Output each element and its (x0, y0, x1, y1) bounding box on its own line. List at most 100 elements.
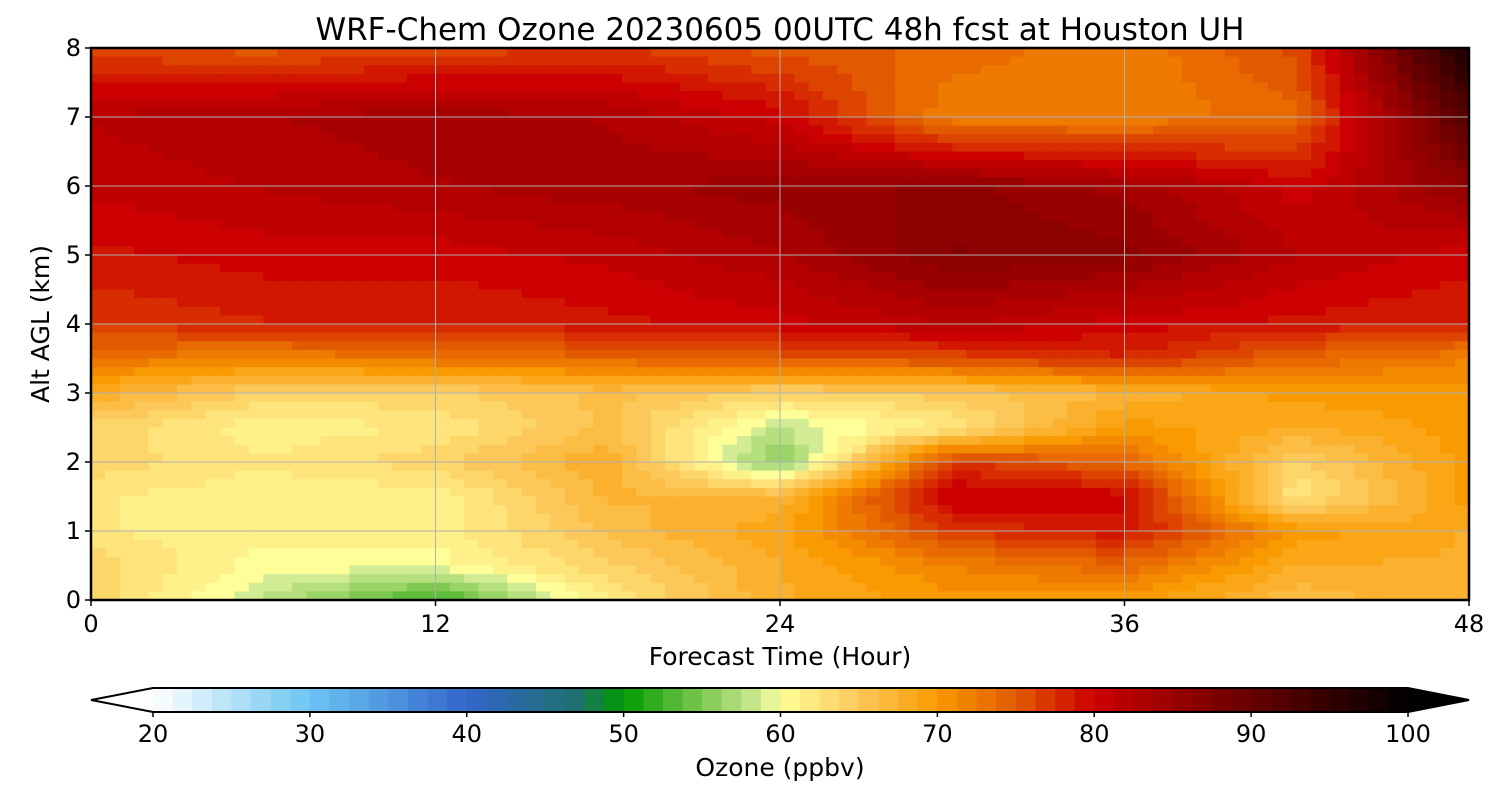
heatmap-cell (363, 142, 379, 153)
heatmap-cell (148, 298, 164, 308)
heatmap-cell (134, 306, 150, 316)
heatmap-cell (1425, 289, 1441, 299)
heatmap-cell (1110, 203, 1126, 213)
heatmap-cell (521, 211, 537, 222)
heatmap-cell (335, 427, 350, 437)
heatmap-cell (349, 324, 365, 334)
heatmap-cell (1138, 108, 1154, 118)
heatmap-cell (105, 444, 121, 454)
heatmap-cell (435, 125, 451, 135)
heatmap-cell (521, 401, 537, 411)
heatmap-cell (564, 194, 580, 204)
heatmap-cell (1339, 65, 1355, 75)
heatmap-cell (751, 134, 767, 144)
heatmap-cell (1038, 134, 1054, 144)
heatmap-cell (421, 462, 437, 472)
heatmap-cell (1024, 479, 1039, 489)
heatmap-cell (105, 427, 121, 437)
heatmap-cell (191, 160, 207, 170)
heatmap-cell (1397, 211, 1413, 222)
heatmap-cell (435, 91, 451, 101)
heatmap-cell (335, 479, 350, 489)
heatmap-cell (162, 418, 178, 429)
heatmap-cell (449, 315, 465, 325)
heatmap-cell (693, 211, 709, 222)
heatmap-cell (736, 229, 752, 239)
heatmap-cell (521, 436, 537, 446)
heatmap-cell (191, 246, 207, 256)
heatmap-cell (636, 418, 652, 429)
heatmap-cell (679, 453, 695, 463)
heatmap-cell (765, 315, 781, 325)
heatmap-cell (392, 73, 408, 84)
heatmap-cell (1268, 393, 1283, 403)
heatmap-cell (995, 418, 1011, 429)
heatmap-cell (808, 56, 824, 66)
heatmap-cell (277, 56, 293, 66)
heatmap-cell (995, 298, 1011, 308)
heatmap-cell (866, 99, 882, 109)
heatmap-cell (162, 479, 178, 489)
heatmap-cell (449, 125, 465, 135)
heatmap-cell (564, 427, 580, 437)
heatmap-cell (1268, 289, 1283, 299)
heatmap-cell (579, 315, 594, 325)
heatmap-cell (263, 487, 279, 498)
heatmap-cell (564, 186, 580, 196)
heatmap-cell (1425, 134, 1441, 144)
heatmap-cell (765, 462, 781, 472)
heatmap-cell (1440, 220, 1456, 230)
heatmap-cell (234, 487, 250, 498)
heatmap-cell (579, 393, 594, 403)
heatmap-cell (406, 289, 422, 299)
heatmap-cell (220, 393, 236, 403)
heatmap-cell (1138, 168, 1154, 178)
heatmap-cell (191, 168, 207, 178)
heatmap-cell (722, 393, 738, 403)
heatmap-cell (134, 444, 150, 454)
heatmap-cell (1052, 229, 1068, 239)
heatmap-cell (980, 401, 996, 411)
heatmap-cell (363, 272, 379, 282)
heatmap-cell (1397, 220, 1413, 230)
heatmap-cell (277, 324, 293, 334)
heatmap-cell (248, 177, 264, 187)
heatmap-cell (306, 125, 322, 135)
heatmap-cell (909, 91, 925, 101)
heatmap-cell (679, 237, 695, 247)
heatmap-cell (794, 306, 810, 316)
heatmap-cell (521, 272, 537, 282)
heatmap-cell (607, 151, 623, 161)
heatmap-cell (980, 427, 996, 437)
heatmap-cell (650, 263, 666, 273)
heatmap-cell (722, 487, 738, 498)
heatmap-cell (837, 65, 853, 75)
heatmap-cell (91, 91, 106, 101)
heatmap-cell (119, 237, 135, 247)
heatmap-cell (780, 237, 795, 247)
heatmap-cell (91, 272, 106, 282)
heatmap-cell (320, 160, 336, 170)
heatmap-cell (1210, 315, 1226, 325)
heatmap-cell (464, 194, 480, 204)
heatmap-cell (995, 349, 1011, 360)
heatmap-cell (449, 453, 465, 463)
heatmap-cell (378, 444, 394, 454)
heatmap-cell (291, 160, 307, 170)
heatmap-cell (736, 418, 752, 429)
heatmap-cell (593, 255, 609, 265)
heatmap-cell (291, 315, 307, 325)
heatmap-cell (866, 289, 882, 299)
heatmap-cell (909, 349, 925, 360)
heatmap-cell (406, 99, 422, 109)
heatmap-cell (1038, 237, 1054, 247)
heatmap-cell (1124, 255, 1140, 265)
heatmap-cell (736, 99, 752, 109)
heatmap-cell (636, 453, 652, 463)
heatmap-cell (751, 186, 767, 196)
heatmap-cell (607, 427, 623, 437)
heatmap-cell (1339, 99, 1355, 109)
heatmap-cell (1296, 487, 1312, 498)
heatmap-cell (1224, 211, 1240, 222)
heatmap-cell (392, 367, 408, 377)
